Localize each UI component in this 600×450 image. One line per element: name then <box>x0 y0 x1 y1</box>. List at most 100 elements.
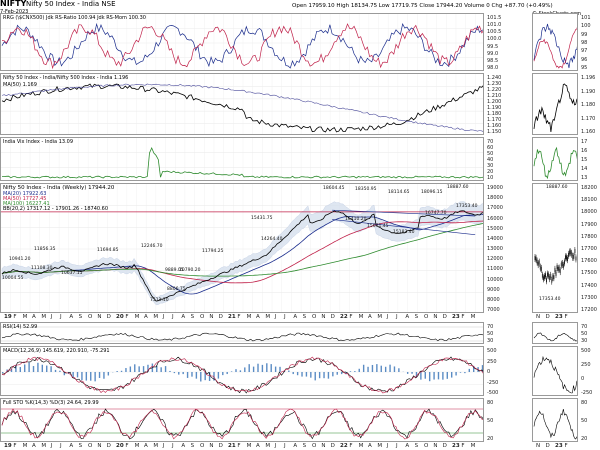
y-tick-label: 18200 <box>581 185 597 191</box>
candle-body <box>556 265 558 270</box>
x-tick-label: M <box>22 314 28 320</box>
x-tick-label: F <box>564 443 568 449</box>
macd-histogram-bar <box>367 366 369 372</box>
x-tick-label: D <box>330 314 335 320</box>
side-rsi-y-axis: 70 50 30 <box>580 322 600 344</box>
side-macd-y-axis: 500 250 0 -250 <box>580 346 600 396</box>
macd-histogram-bar <box>270 364 272 372</box>
price-annotation: 14264.40 <box>261 237 283 242</box>
y-tick-label: 9000 <box>487 286 500 293</box>
y-tick-label: 40 <box>487 157 494 163</box>
x-tick-label: 23 <box>452 443 460 449</box>
macd-histogram-bar <box>371 364 374 372</box>
macd-histogram-bar <box>90 372 92 381</box>
rsi-y-axis: 70 50 30 <box>486 322 516 344</box>
side-rsi-line <box>533 332 577 342</box>
x-tick-label: J <box>172 443 174 449</box>
y-tick-label: 500 <box>581 348 591 354</box>
ma20-legend: MA(20) 17922.63 <box>3 191 47 197</box>
sto-d-line <box>1 408 483 440</box>
bollinger-band <box>1 201 483 306</box>
macd-histogram-bar <box>134 364 136 372</box>
x-tick-label: A <box>144 443 148 449</box>
price-annotation: 18604.45 <box>323 186 345 191</box>
x-tick-label: S <box>190 443 195 449</box>
macd-histogram-bar <box>384 366 387 372</box>
x-tick-label: M <box>265 314 271 320</box>
macd-histogram-bar <box>200 372 202 382</box>
candle-body <box>561 261 563 266</box>
y-tick-label: 18000 <box>487 195 503 202</box>
x-tick-label: J <box>386 314 389 320</box>
ratio-line <box>1 83 483 133</box>
macd-pane: MACD(12,26,9) 145.619, 220.910, -75.291 <box>0 346 484 396</box>
x-tick-label: F <box>13 443 17 449</box>
candle-body <box>548 273 550 278</box>
y-tick-label: 17500 <box>581 270 597 277</box>
macd-histogram-bar <box>433 372 435 380</box>
y-tick-label: 98.5 <box>487 57 499 64</box>
macd-histogram-bar <box>2 372 4 374</box>
macd-line <box>1 356 483 394</box>
price-annotation: 15431.75 <box>251 216 273 221</box>
side-rs-mom-line <box>533 26 577 69</box>
side-rrg-y-axis: 101 100 99 98 97 96 95 <box>580 13 600 71</box>
candle-body <box>572 254 574 259</box>
y-tick-label: 100.0 <box>487 36 502 43</box>
macd-histogram-bar <box>389 364 391 372</box>
x-tick-label: A <box>368 314 372 320</box>
x-tick-label: M <box>153 314 159 320</box>
x-tick-label: S <box>302 443 307 449</box>
price-annotation: 18887.60 <box>447 185 469 190</box>
y-tick-label: 17800 <box>581 233 597 240</box>
macd-histogram-bar <box>41 364 44 372</box>
y-tick-label: 99.0 <box>487 50 499 57</box>
macd-histogram-bar <box>380 365 382 372</box>
macd-histogram-bar <box>472 365 475 372</box>
price-annotation: 11108.30 <box>31 266 53 271</box>
macd-histogram-bar <box>314 372 316 381</box>
price-annotation: 15183.40 <box>393 230 415 235</box>
y-tick-label: 1.150 <box>487 129 502 135</box>
x-tick-label: A <box>293 314 298 320</box>
macd-histogram-bar <box>468 368 470 372</box>
y-tick-label: 250 <box>487 358 497 365</box>
y-tick-label: 17700 <box>581 246 597 252</box>
y-tick-label: 20 <box>581 436 588 442</box>
candle-body <box>536 259 538 264</box>
candle-body <box>545 273 546 278</box>
macd-histogram-bar <box>160 367 162 372</box>
macd-histogram-bar <box>437 372 440 380</box>
y-tick-label: 99.5 <box>487 43 499 50</box>
y-tick-label: 100.5 <box>487 29 502 36</box>
price-annotation: 16747.70 <box>425 211 447 216</box>
side-rrg-pane <box>532 13 578 71</box>
macd-histogram-bar <box>310 372 312 378</box>
macd-histogram-bar <box>98 372 101 378</box>
price-y-axis: 19000 18000 17000 16000 15000 14000 13000 12000… <box>486 183 516 313</box>
x-tick-label: A <box>32 314 36 320</box>
y-tick-label: 19000 <box>487 185 503 191</box>
y-tick-label: 15000 <box>487 225 503 232</box>
macd-histogram-bar <box>138 366 140 372</box>
x-tick-label: M <box>358 443 364 449</box>
x-tick-label: M <box>41 443 47 449</box>
x-tick-label: A <box>144 314 148 320</box>
y-tick-label: 1.180 <box>581 102 596 108</box>
y-tick-label: 101 <box>581 15 591 21</box>
vix-line <box>1 146 483 179</box>
x-tick-label: D <box>218 443 223 449</box>
macd-histogram-bar <box>59 370 61 372</box>
y-tick-label: 50 <box>487 151 494 157</box>
sto-k-line <box>1 408 483 440</box>
y-tick-label: 30 <box>487 338 494 344</box>
x-tick-label: 23 <box>555 314 563 320</box>
x-tick-label: O <box>200 443 205 449</box>
macd-histogram-bar <box>411 372 413 374</box>
x-tick-label: 19 <box>4 443 12 449</box>
x-tick-label: O <box>424 443 429 449</box>
macd-histogram-bar <box>208 372 211 381</box>
y-tick-label: 0 <box>487 369 491 375</box>
x-tick-label: M <box>377 314 383 320</box>
vix-y-axis: 70 60 50 40 30 20 10 <box>486 137 516 181</box>
